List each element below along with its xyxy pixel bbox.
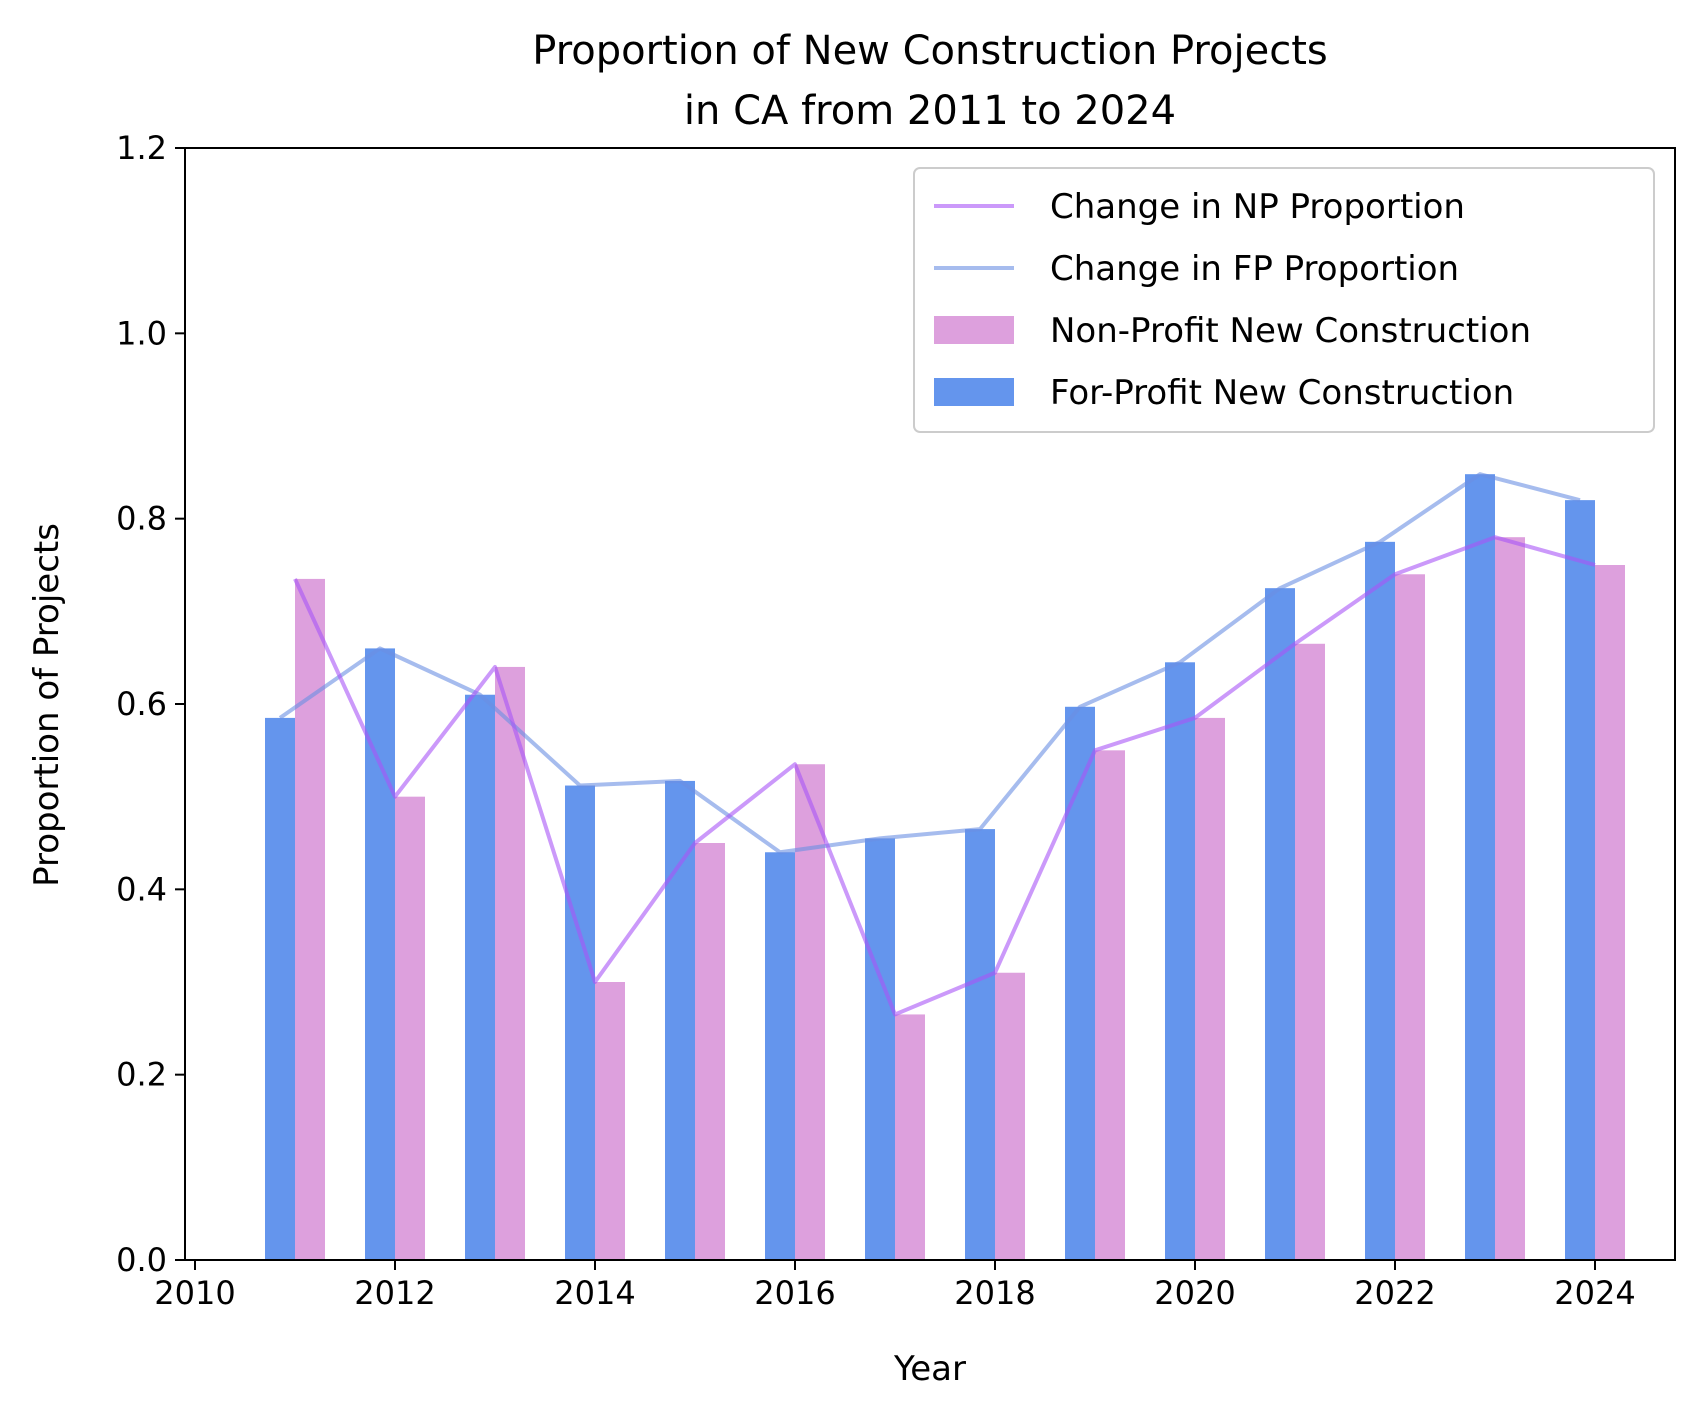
x-axis-ticks: 2010 2012 2014 2016 2018 2020 2022 2024 [154, 1260, 1636, 1312]
fp-bar-2020 [1165, 662, 1195, 1260]
fp-bar-2024 [1565, 500, 1595, 1261]
np-bar-2019 [1095, 750, 1125, 1260]
y-tick-label: 1.0 [116, 314, 167, 352]
chart-title-line-2: in CA from 2011 to 2024 [684, 88, 1176, 134]
np-bar-2017 [895, 1014, 925, 1260]
y-tick-label: 0.0 [116, 1241, 167, 1279]
fp-bar-2017 [865, 838, 895, 1260]
fp-bar-2022 [1365, 541, 1395, 1260]
legend-label-fp-line: Change in FP Proportion [1050, 249, 1459, 289]
np-bar-2021 [1295, 643, 1325, 1260]
legend-swatch-np-bar [934, 316, 1014, 344]
fp-bar-2016 [765, 852, 795, 1260]
x-tick-label: 2016 [754, 1274, 835, 1312]
x-tick-label: 2022 [1354, 1274, 1435, 1312]
np-bar-2016 [795, 764, 825, 1260]
x-tick-label: 2010 [154, 1274, 235, 1312]
fp-bar-2021 [1265, 588, 1295, 1260]
x-tick-label: 2020 [1154, 1274, 1235, 1312]
np-bar-2022 [1395, 574, 1425, 1260]
np-bar-2013 [495, 666, 525, 1260]
fp-proportion-line [278, 472, 1581, 855]
legend-label-np-bar: Non-Profit New Construction [1050, 311, 1531, 351]
np-bar-2018 [995, 972, 1025, 1260]
y-tick-label: 0.6 [116, 685, 167, 723]
x-tick-label: 2012 [354, 1274, 435, 1312]
y-tick-label: 0.8 [116, 500, 167, 538]
np-bar-2023 [1495, 537, 1525, 1260]
legend-box [913, 167, 1655, 433]
chart-title-line-1: Proportion of New Construction Projects [532, 28, 1327, 74]
fp-bar-2014 [565, 785, 595, 1260]
fp-bar-2023 [1465, 474, 1495, 1261]
bars-layer [265, 474, 1625, 1261]
x-axis-label: Year [893, 1349, 966, 1389]
fp-bar-2013 [465, 694, 495, 1260]
np-proportion-line [293, 535, 1596, 1017]
fp-bar-2012 [365, 648, 395, 1260]
np-bar-2015 [695, 843, 725, 1260]
legend-swatch-fp-bar [934, 378, 1014, 406]
legend-label-fp-bar: For-Profit New Construction [1050, 373, 1514, 413]
fp-bar-2011 [265, 717, 295, 1260]
x-tick-label: 2018 [954, 1274, 1035, 1312]
legend-label-np-line: Change in NP Proportion [1050, 187, 1465, 227]
np-bar-2011 [295, 578, 325, 1260]
y-tick-label: 0.4 [116, 870, 167, 908]
np-bar-2012 [395, 796, 425, 1260]
lines-layer [278, 472, 1596, 1017]
x-tick-label: 2014 [554, 1274, 635, 1312]
np-bar-2020 [1195, 717, 1225, 1260]
x-tick-label: 2024 [1554, 1274, 1635, 1312]
y-axis-label: Proportion of Projects [27, 523, 67, 887]
np-bar-2014 [595, 982, 625, 1260]
fp-bar-2019 [1065, 706, 1095, 1260]
y-tick-label: 0.2 [116, 1056, 167, 1094]
y-tick-label: 1.2 [116, 129, 167, 167]
fp-bar-2015 [665, 780, 695, 1260]
np-bar-2024 [1595, 565, 1625, 1260]
y-axis-ticks: 0.0 0.2 0.4 0.6 0.8 1.0 1.2 [116, 129, 185, 1279]
fp-bar-2018 [965, 829, 995, 1260]
legend: Change in NP Proportion Change in FP Prop… [913, 167, 1655, 433]
